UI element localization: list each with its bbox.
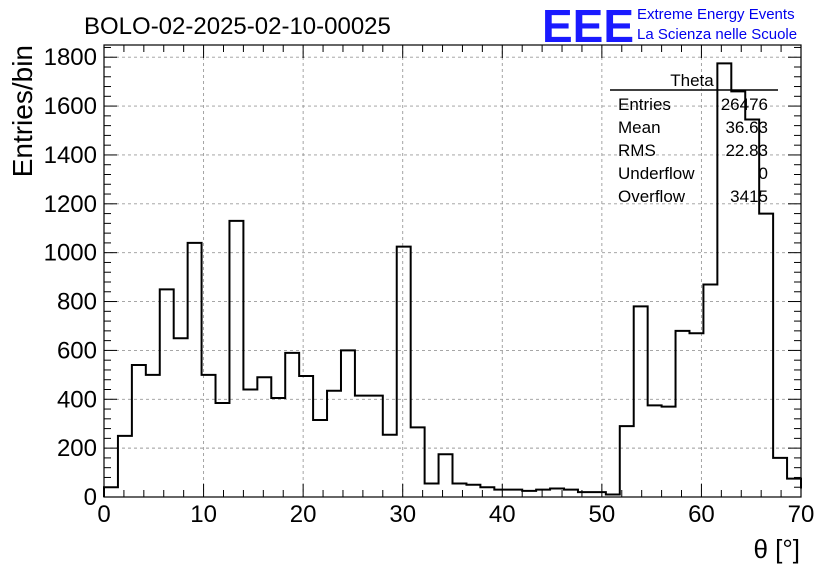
y-tick-label-1000: 1000 [44, 240, 97, 267]
y-tick-label-1400: 1400 [44, 142, 97, 169]
histogram-bin-26 [466, 485, 480, 497]
histogram-bin-38 [634, 306, 648, 497]
histogram-bin-6 [188, 243, 202, 497]
histogram-bin-18 [355, 396, 369, 497]
chart-title: BOLO-02-2025-02-10-00025 [84, 13, 391, 40]
histogram-bin-17 [341, 350, 355, 497]
histogram-bin-16 [327, 391, 341, 497]
y-tick-label-800: 800 [57, 289, 97, 316]
histogram-bin-25 [453, 484, 467, 497]
histogram-bin-30 [522, 491, 536, 497]
histogram-bin-9 [229, 221, 243, 497]
histogram-bin-48 [773, 458, 787, 497]
y-tick-label-200: 200 [57, 435, 97, 462]
histogram-step-line [103, 62, 802, 497]
x-tick-label-10: 10 [190, 501, 217, 528]
stats-label-overflow: Overflow [618, 187, 686, 206]
histogram-bin-40 [662, 407, 676, 497]
histogram-bin-5 [174, 338, 188, 497]
histogram-bin-11 [257, 377, 271, 497]
histogram-bin-0 [104, 487, 118, 497]
histogram-bin-35 [592, 492, 606, 497]
histogram-bin-37 [620, 426, 634, 497]
stats-label-rms: RMS [618, 141, 656, 160]
histogram-bin-19 [369, 396, 383, 497]
org-name-line1: Extreme Energy Events [637, 6, 795, 23]
histogram-bin-10 [243, 389, 257, 497]
histogram-bin-31 [536, 490, 550, 497]
x-tick-label-60: 60 [688, 501, 715, 528]
x-tick-label-50: 50 [589, 501, 616, 528]
histogram-bin-20 [383, 435, 397, 497]
y-tick-label-1200: 1200 [44, 191, 97, 218]
histogram-bin-13 [285, 353, 299, 497]
x-tick-label-70: 70 [788, 501, 815, 528]
histogram-bin-7 [202, 375, 216, 497]
stats-label-underflow: Underflow [618, 164, 695, 183]
histogram-bin-2 [132, 365, 146, 497]
y-tick-label-600: 600 [57, 337, 97, 364]
histogram-bin-3 [146, 375, 160, 497]
axis-ticks [103, 45, 802, 498]
histogram-bin-43 [703, 284, 717, 497]
stats-value-rms: 22.83 [725, 141, 768, 160]
x-tick-label-30: 30 [389, 501, 416, 528]
histogram-bin-34 [578, 492, 592, 497]
histogram-bin-49 [787, 479, 801, 497]
histogram-series [103, 62, 802, 497]
grid-lines [104, 45, 801, 497]
stats-label-entries: Entries [618, 95, 671, 114]
plot-frame [103, 44, 802, 498]
histogram-bin-22 [411, 427, 425, 497]
histogram-bin-8 [216, 403, 230, 497]
histogram-bin-28 [494, 490, 508, 497]
stats-value-overflow: 3415 [730, 187, 768, 206]
x-axis-label: θ [°] [753, 534, 800, 564]
histogram-bin-46 [745, 120, 759, 497]
x-tick-label-0: 0 [97, 501, 110, 528]
histogram-bin-39 [648, 405, 662, 497]
histogram-bin-1 [118, 436, 132, 497]
histogram-bin-12 [271, 398, 285, 497]
stats-label-mean: Mean [618, 118, 661, 137]
stats-value-underflow: 0 [759, 164, 768, 183]
eee-logo: EEE [542, 0, 634, 52]
histogram-bin-29 [508, 490, 522, 497]
x-tick-label-40: 40 [489, 501, 516, 528]
histogram-bin-47 [759, 214, 773, 497]
histogram-bin-42 [689, 333, 703, 497]
histogram-bin-21 [397, 247, 411, 497]
histogram-bin-41 [676, 331, 690, 497]
x-tick-label-20: 20 [290, 501, 317, 528]
x-tick-labels: 0 10 20 30 40 50 60 70 [97, 501, 814, 528]
histogram-bin-33 [564, 490, 578, 497]
histogram-bin-14 [299, 376, 313, 497]
histogram-bin-23 [425, 484, 439, 497]
y-tick-labels: 0 200 400 600 800 1000 1200 1400 1600 1800 [44, 44, 97, 511]
histogram-bin-24 [439, 454, 453, 497]
stats-value-mean: 36.63 [725, 118, 768, 137]
y-tick-label-1800: 1800 [44, 44, 97, 71]
y-axis-label: Entries/bin [7, 45, 38, 177]
y-tick-label-1600: 1600 [44, 93, 97, 120]
y-tick-label-0: 0 [84, 484, 97, 511]
histogram-bin-15 [313, 420, 327, 497]
stats-box: Theta Entries 26476 Mean 36.63 RMS 22.83… [610, 71, 778, 206]
org-name-line2: La Scienza nelle Scuole [637, 26, 797, 43]
stats-value-entries: 26476 [721, 95, 768, 114]
y-tick-label-400: 400 [57, 386, 97, 413]
histogram-bin-4 [160, 289, 174, 497]
stats-title: Theta [670, 71, 714, 90]
